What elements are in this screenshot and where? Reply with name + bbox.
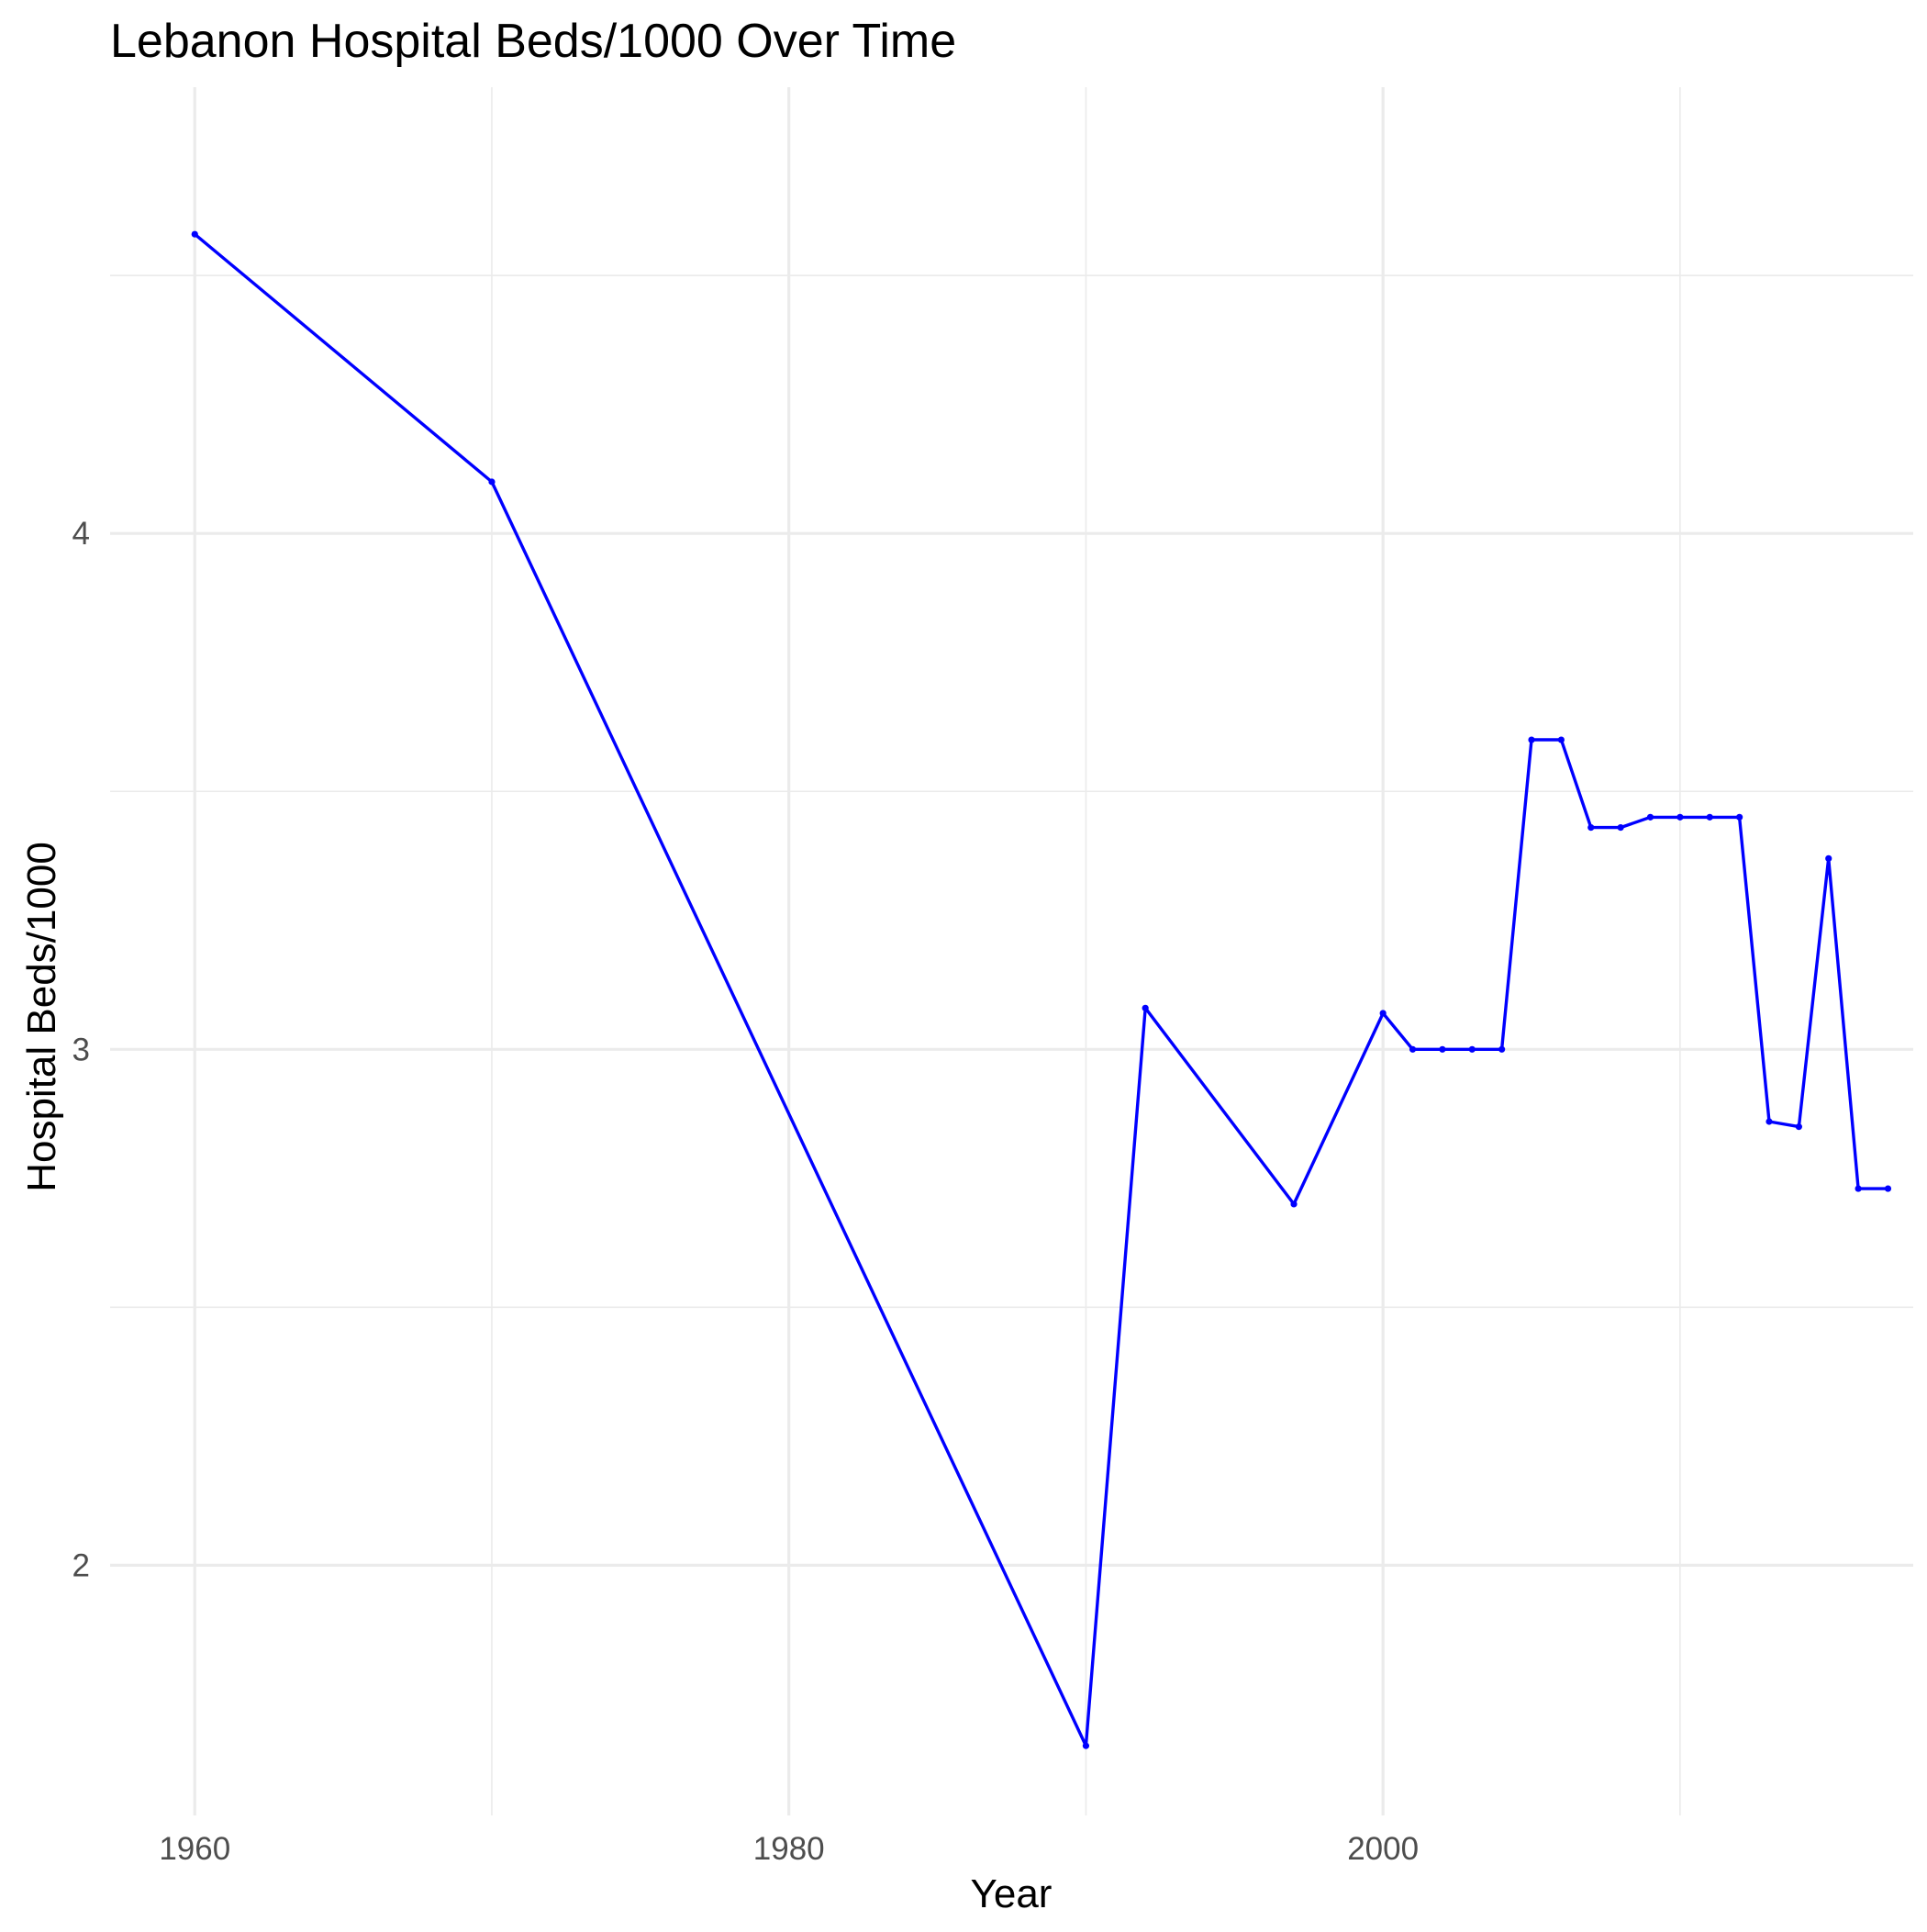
data-point	[1498, 1045, 1506, 1053]
data-point	[1082, 1742, 1090, 1749]
y-tick-label: 3	[72, 1032, 90, 1067]
x-tick-label: 1980	[753, 1831, 825, 1867]
x-tick-label: 2000	[1347, 1831, 1419, 1867]
data-point	[1617, 823, 1624, 832]
data-point	[1379, 1010, 1387, 1017]
data-point	[1825, 854, 1832, 862]
data-point	[1884, 1185, 1892, 1192]
x-axis-title: Year	[971, 1871, 1053, 1916]
data-point	[1409, 1045, 1417, 1053]
data-point	[1765, 1118, 1773, 1125]
data-point	[1855, 1185, 1862, 1192]
data-point	[1557, 736, 1565, 743]
x-tick-label: 1960	[159, 1831, 230, 1867]
y-axis-title: Hospital Beds/1000	[19, 842, 64, 1192]
data-point	[1736, 813, 1743, 821]
data-point	[1468, 1045, 1476, 1053]
series-line	[194, 232, 1888, 1748]
data-point	[1646, 813, 1654, 821]
data-point	[1587, 823, 1595, 832]
data-point	[1528, 736, 1535, 743]
series-layer	[191, 230, 1892, 1749]
y-tick-label: 4	[72, 516, 90, 552]
data-point	[1706, 813, 1713, 821]
data-point	[191, 230, 198, 238]
y-tick-label: 2	[72, 1547, 90, 1583]
tick-labels: 1960 1980 2000 2 3 4	[72, 516, 1420, 1867]
grid	[110, 87, 1913, 1815]
chart-title: Lebanon Hospital Beds/1000 Over Time	[110, 15, 956, 68]
data-point	[488, 478, 496, 486]
data-point	[1439, 1045, 1446, 1053]
data-point	[1290, 1201, 1298, 1208]
data-point	[1795, 1123, 1802, 1131]
data-point	[1676, 813, 1684, 821]
data-point	[1142, 1004, 1149, 1011]
